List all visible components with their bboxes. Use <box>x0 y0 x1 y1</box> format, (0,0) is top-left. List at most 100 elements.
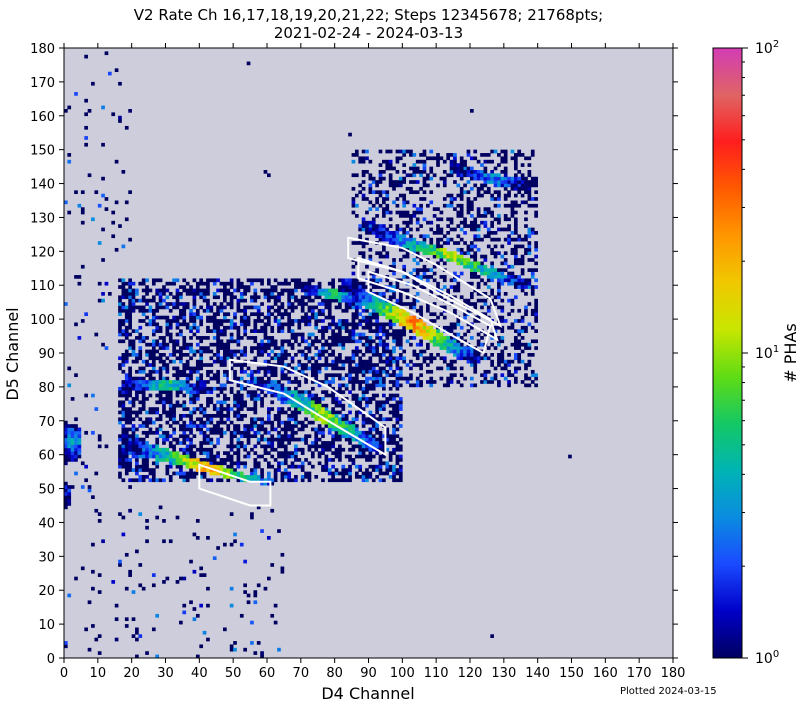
heatmap-cell <box>344 329 349 333</box>
heatmap-cell <box>459 176 464 181</box>
heatmap-cell <box>297 437 302 442</box>
heatmap-cell <box>202 475 207 479</box>
heatmap-cell <box>439 346 444 350</box>
heatmap-cell <box>385 468 390 472</box>
heatmap-cell <box>426 268 430 272</box>
heatmap-cell <box>463 190 467 195</box>
heatmap-cell <box>199 427 204 432</box>
heatmap-cell <box>493 366 498 371</box>
heatmap-cell <box>348 369 352 374</box>
heatmap-cell <box>283 444 288 449</box>
heatmap-cell <box>476 353 481 357</box>
heatmap-cell <box>442 275 447 279</box>
heatmap-cell <box>294 403 298 408</box>
heatmap-cell <box>223 325 227 330</box>
heatmap-cell <box>348 471 352 476</box>
heatmap-cell <box>287 288 291 293</box>
heatmap-cell <box>341 475 346 479</box>
heatmap-cell <box>189 376 193 381</box>
heatmap-cell <box>348 403 352 408</box>
heatmap-cell <box>365 224 369 228</box>
heatmap-cell <box>239 397 244 401</box>
heatmap-cell <box>294 319 298 323</box>
heatmap-cell <box>486 325 491 330</box>
heatmap-cell <box>151 359 156 364</box>
heatmap-cell <box>392 393 396 398</box>
heatmap-cell <box>527 197 532 201</box>
heatmap-cell <box>260 400 264 405</box>
heatmap-cell <box>304 322 308 327</box>
heatmap-cell <box>67 383 72 388</box>
heatmap-cell <box>277 359 281 364</box>
heatmap-cell <box>97 437 102 442</box>
heatmap-cell <box>426 342 430 347</box>
heatmap-cell <box>473 156 478 161</box>
heatmap-cell <box>300 315 305 320</box>
heatmap-cell <box>321 292 325 296</box>
heatmap-cell <box>388 353 393 357</box>
heatmap-cell <box>429 275 434 279</box>
heatmap-cell <box>162 315 166 320</box>
heatmap-cell <box>256 369 261 374</box>
heatmap-cell <box>327 458 332 462</box>
heatmap-cell <box>439 305 444 310</box>
heatmap-cell <box>527 183 532 188</box>
heatmap-cell <box>358 468 363 472</box>
heatmap-cell <box>426 247 430 252</box>
heatmap-cell <box>165 386 170 391</box>
heatmap-cell <box>338 298 342 303</box>
heatmap-cell <box>151 346 156 350</box>
boundary-polygon <box>228 358 387 457</box>
heatmap-cell <box>124 336 129 340</box>
heatmap-cell <box>131 329 136 333</box>
heatmap-cell <box>398 193 403 198</box>
heatmap-cell <box>368 441 373 445</box>
heatmap-cell <box>483 210 488 215</box>
heatmap-cell <box>263 329 268 333</box>
heatmap-cell <box>392 346 396 350</box>
heatmap-cell <box>111 112 116 117</box>
heatmap-cell <box>432 339 437 344</box>
y-tick-label: 40 <box>38 516 55 531</box>
heatmap-cell <box>449 251 454 256</box>
heatmap-cell <box>361 319 366 323</box>
heatmap-cell <box>354 380 359 384</box>
heatmap-cell <box>280 407 285 411</box>
heatmap-cell <box>101 105 105 110</box>
heatmap-cell <box>395 312 400 317</box>
heatmap-cell <box>229 295 234 300</box>
heatmap-cell <box>141 312 146 317</box>
heatmap-cell <box>338 292 342 296</box>
heatmap-cell <box>74 451 78 455</box>
heatmap-cell <box>453 278 457 283</box>
heatmap-cell <box>229 305 234 310</box>
heatmap-cell <box>179 454 183 459</box>
heatmap-cell <box>195 458 200 462</box>
heatmap-cell <box>243 464 247 469</box>
heatmap-cell <box>470 186 474 191</box>
heatmap-cell <box>351 393 356 398</box>
heatmap-cell <box>517 261 522 266</box>
heatmap-cell <box>236 363 241 367</box>
heatmap-cell <box>273 285 278 289</box>
heatmap-cell <box>128 298 132 303</box>
heatmap-cell <box>256 308 261 313</box>
heatmap-cell <box>334 451 339 455</box>
heatmap-cell <box>341 322 346 327</box>
heatmap-cell <box>260 288 264 293</box>
heatmap-cell <box>351 271 356 276</box>
heatmap-cell <box>470 214 474 218</box>
heatmap-cell <box>398 417 403 422</box>
heatmap-cell <box>236 393 241 398</box>
heatmap-cell <box>179 475 183 479</box>
heatmap-cell <box>412 353 417 357</box>
heatmap-cell <box>101 292 105 296</box>
heatmap-cell <box>338 373 342 378</box>
heatmap-cell <box>402 163 407 167</box>
heatmap-cell <box>490 180 494 184</box>
heatmap-cell <box>148 383 153 388</box>
heatmap-cell <box>348 376 352 381</box>
heatmap-cell <box>192 464 197 469</box>
heatmap-cell <box>270 386 275 391</box>
heatmap-cell <box>148 319 153 323</box>
